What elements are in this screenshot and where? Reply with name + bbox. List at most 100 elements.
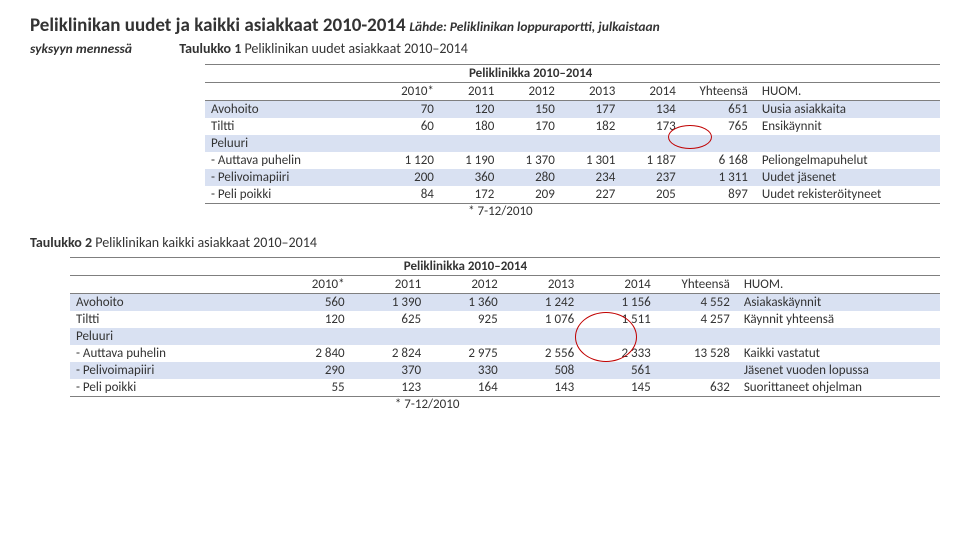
- cell: 60: [379, 118, 439, 135]
- cell: 177: [561, 101, 621, 119]
- cell: [440, 135, 500, 152]
- table2-caption: Taulukko 2 Peliklinikan kaikki asiakkaat…: [30, 234, 930, 251]
- cell: 1 390: [351, 294, 428, 312]
- cell: 70: [379, 101, 439, 119]
- cell: 200: [379, 169, 439, 186]
- table-row: - Pelivoimapiiri290370330508561Jäsenet v…: [70, 362, 940, 379]
- cell: 2 824: [351, 345, 428, 362]
- cell: 1 187: [621, 152, 681, 169]
- table-row: Avohoito5601 3901 3601 2421 1564 552Asia…: [70, 294, 940, 312]
- row-note: Suorittaneet ohjelman: [736, 379, 940, 397]
- cell: [621, 135, 681, 152]
- row-note: Käynnit yhteensä: [736, 311, 940, 328]
- table1-footnote-row: * 7-12/2010: [205, 204, 940, 221]
- cell: 1 156: [580, 294, 657, 312]
- table1-header-row: 2010* 2011 2012 2013 2014 Yhteensä HUOM.: [205, 83, 940, 101]
- table-row: Peluuri: [70, 328, 940, 345]
- table-row: - Peli poikki84172209227205897Uudet reki…: [205, 186, 940, 204]
- table-row: Avohoito70120150177134651Uusia asiakkait…: [205, 101, 940, 119]
- row-label: Avohoito: [205, 101, 379, 119]
- cell: 1 120: [379, 152, 439, 169]
- cell: [427, 328, 504, 345]
- table-row: Tiltti1206259251 0761 5114 257Käynnit yh…: [70, 311, 940, 328]
- cell: 134: [621, 101, 681, 119]
- cell: [351, 328, 428, 345]
- cell: 508: [504, 362, 581, 379]
- row-note: Peliongelmapuhelut: [754, 152, 940, 169]
- row-label: - Pelivoimapiiri: [205, 169, 379, 186]
- cell: [682, 135, 754, 152]
- cell: 360: [440, 169, 500, 186]
- table2: Peliklinikka 2010–2014 2010* 2011 2012 2…: [70, 257, 940, 413]
- cell: 1 076: [504, 311, 581, 328]
- table2-caption-rest: Peliklinikan kaikki asiakkaat 2010–2014: [92, 234, 317, 251]
- cell: 897: [682, 186, 754, 204]
- row-note: [754, 135, 940, 152]
- cell: 625: [351, 311, 428, 328]
- cell: 765: [682, 118, 754, 135]
- table2-h6: HUOM.: [736, 276, 940, 294]
- table2-superheader-row: Peliklinikka 2010–2014: [70, 258, 940, 276]
- table-row: Tiltti60180170182173765Ensikäynnit: [205, 118, 940, 135]
- title-source: Lähde: Peliklinikan loppuraportti, julka…: [409, 18, 659, 35]
- cell: 143: [504, 379, 581, 397]
- cell: 561: [580, 362, 657, 379]
- cell: 164: [427, 379, 504, 397]
- cell: 123: [351, 379, 428, 397]
- row-note: Asiakaskäynnit: [736, 294, 940, 312]
- table2-wrap: Peliklinikka 2010–2014 2010* 2011 2012 2…: [70, 257, 940, 413]
- cell: 1 360: [427, 294, 504, 312]
- table1-caption: Taulukko 1 Peliklinikan uudet asiakkaat …: [179, 40, 468, 57]
- cell: [657, 328, 736, 345]
- table2-footnote-row: * 7-12/2010: [70, 397, 940, 414]
- cell: 4 257: [657, 311, 736, 328]
- row-note: Uudet jäsenet: [754, 169, 940, 186]
- row-label: - Auttava puhelin: [70, 345, 274, 362]
- cell: 209: [500, 186, 560, 204]
- cell: 234: [561, 169, 621, 186]
- row-note: [736, 328, 940, 345]
- table2-h5: Yhteensä: [657, 276, 736, 294]
- cell: 173: [621, 118, 681, 135]
- cell: 55: [274, 379, 351, 397]
- cell: 925: [427, 311, 504, 328]
- table2-body: Avohoito5601 3901 3601 2421 1564 552Asia…: [70, 294, 940, 397]
- table1-h5: Yhteensä: [682, 83, 754, 101]
- cell: 632: [657, 379, 736, 397]
- cell: 182: [561, 118, 621, 135]
- table2-h4: 2014: [580, 276, 657, 294]
- row-label: - Auttava puhelin: [205, 152, 379, 169]
- table-row: Peluuri: [205, 135, 940, 152]
- table-row: - Pelivoimapiiri2003602802342371 311Uude…: [205, 169, 940, 186]
- table2-caption-bold: Taulukko 2: [30, 234, 92, 251]
- cell: 13 528: [657, 345, 736, 362]
- cell: 150: [500, 101, 560, 119]
- cell: 205: [621, 186, 681, 204]
- cell: 2 975: [427, 345, 504, 362]
- table1-h1: 2011: [440, 83, 500, 101]
- table1: Peliklinikka 2010–2014 2010* 2011 2012 2…: [205, 64, 940, 220]
- table1-superheader-row: Peliklinikka 2010–2014: [205, 65, 940, 83]
- cell: 1 301: [561, 152, 621, 169]
- table2-footnote: * 7-12/2010: [351, 397, 504, 414]
- cell: 1 311: [682, 169, 754, 186]
- cell: [561, 135, 621, 152]
- table2-h1: 2011: [351, 276, 428, 294]
- table1-caption-bold: Taulukko 1: [179, 40, 241, 57]
- table1-h4: 2014: [621, 83, 681, 101]
- table1-h3: 2013: [561, 83, 621, 101]
- row-note: Uusia asiakkaita: [754, 101, 940, 119]
- row-label: Peluuri: [70, 328, 274, 345]
- title-sub-row: syksyyn mennessä Taulukko 1 Peliklinikan…: [30, 39, 930, 58]
- page: Peliklinikan uudet ja kaikki asiakkaat 2…: [0, 0, 960, 413]
- table1-h6: HUOM.: [754, 83, 940, 101]
- cell: 227: [561, 186, 621, 204]
- row-note: Uudet rekisteröityneet: [754, 186, 940, 204]
- cell: 280: [500, 169, 560, 186]
- title-sub: syksyyn mennessä: [30, 40, 132, 57]
- row-label: Peluuri: [205, 135, 379, 152]
- cell: 170: [500, 118, 560, 135]
- cell: 290: [274, 362, 351, 379]
- cell: 172: [440, 186, 500, 204]
- cell: 2 840: [274, 345, 351, 362]
